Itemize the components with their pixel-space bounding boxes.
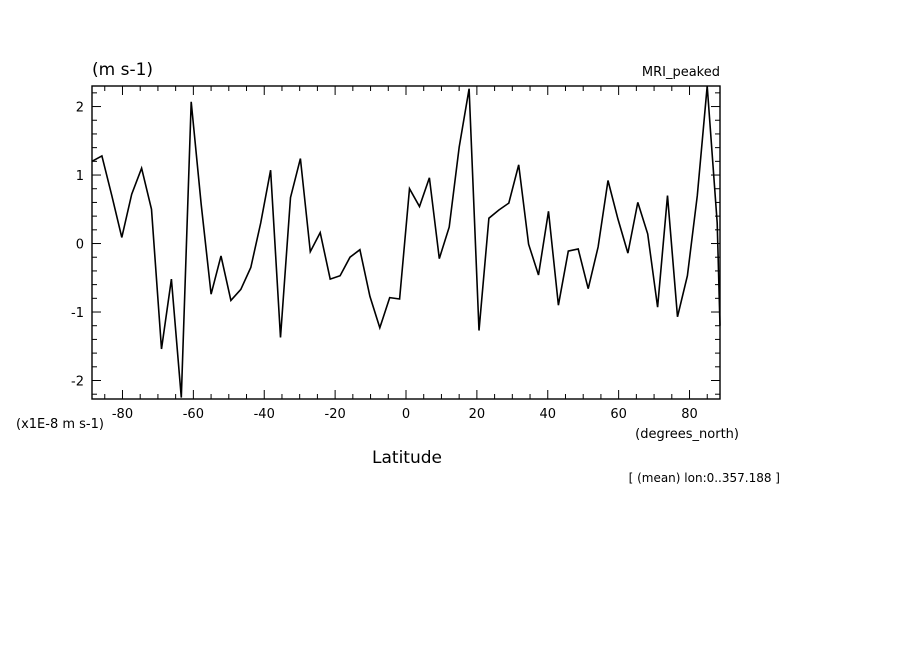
y-tick-labels: -2 -1 0 1 2 bbox=[71, 101, 84, 390]
x-tick-label: 40 bbox=[539, 407, 556, 422]
plot-frame bbox=[91, 85, 721, 400]
tick-marks bbox=[92, 86, 720, 399]
x-axis-label: Latitude bbox=[372, 448, 442, 468]
footnote: [ (mean) lon:0..357.188 ] bbox=[629, 471, 780, 485]
x-tick-label: 20 bbox=[469, 407, 486, 422]
chart-title: MRI_peaked bbox=[642, 65, 720, 80]
x-tick-label: 0 bbox=[402, 407, 410, 422]
x-tick-label: -60 bbox=[183, 407, 204, 422]
x-units-label: (degrees_north) bbox=[635, 427, 739, 442]
x-tick-label: -80 bbox=[112, 407, 133, 422]
x-tick-label: -20 bbox=[325, 407, 346, 422]
x-tick-label: -40 bbox=[254, 407, 275, 422]
y-tick-label: -2 bbox=[71, 375, 84, 390]
y-tick-label: 0 bbox=[76, 238, 84, 253]
x-tick-label: 60 bbox=[610, 407, 627, 422]
x-tick-label: 80 bbox=[681, 407, 698, 422]
y-tick-label: 1 bbox=[76, 169, 84, 184]
y-tick-label: -1 bbox=[71, 306, 84, 321]
series-line-mri-peaked bbox=[91, 85, 721, 398]
scale-label: (x1E-8 m s-1) bbox=[16, 417, 104, 432]
units-label: (m s-1) bbox=[92, 60, 153, 80]
y-tick-label: 2 bbox=[76, 101, 84, 116]
x-tick-labels: -80 -60 -40 -20 0 20 40 60 80 bbox=[112, 407, 698, 422]
